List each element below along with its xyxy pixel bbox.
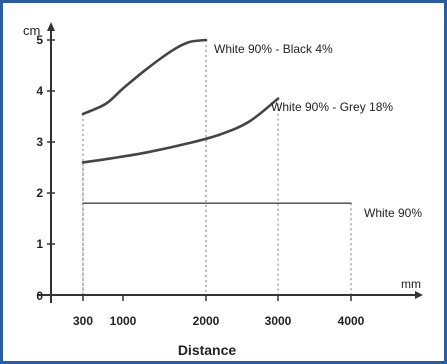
x-tick-label: 2000 [193, 314, 220, 328]
tick-marks: 300 1000 2000 3000 4000 0 1 2 3 4 5 [36, 33, 364, 328]
y-tick-label: 4 [36, 84, 43, 98]
x-tick-label: 4000 [338, 314, 365, 328]
y-tick-label: 5 [36, 33, 43, 47]
x-tick-label: 3000 [265, 314, 292, 328]
x-axis-title: Distance [178, 342, 237, 358]
chart-labels: cm mm Distance White 90% - Black 4% Whit… [23, 23, 422, 358]
series-line-white-black [81, 38, 208, 116]
x-unit-label: mm [401, 277, 421, 291]
series-curves [81, 38, 352, 204]
y-tick-label: 1 [36, 237, 43, 251]
x-tick-label: 300 [73, 314, 93, 328]
x-axis-arrow [415, 291, 423, 299]
y-axis-arrow [47, 22, 55, 31]
distance-chart: 300 1000 2000 3000 4000 0 1 2 3 4 5 cm mm Distance… [23, 22, 423, 358]
x-tick-label: 1000 [110, 314, 137, 328]
y-tick-label: 3 [36, 135, 43, 149]
series-label-white: White 90% [364, 206, 422, 220]
series-line-white-grey [81, 97, 280, 164]
guide-lines [82, 40, 352, 295]
y-unit-label: cm [23, 23, 40, 38]
series-label-white-grey: White 90% - Grey 18% [271, 100, 393, 114]
axes [37, 22, 423, 303]
y-tick-label: 2 [36, 186, 43, 200]
series-label-white-black: White 90% - Black 4% [214, 42, 333, 56]
y-tick-label: 0 [36, 289, 43, 303]
